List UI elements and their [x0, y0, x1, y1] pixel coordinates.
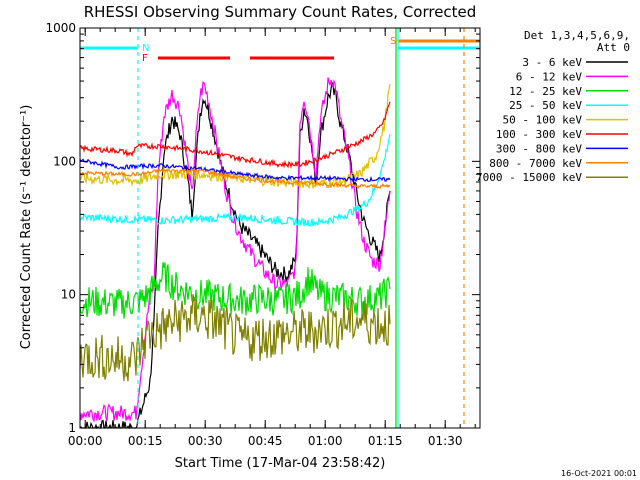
legend-label: 7000 - 15000 keV: [476, 171, 582, 184]
y-axis-label: Corrected Count Rate (s⁻¹ detector⁻¹): [19, 105, 34, 350]
legend-header: Det 1,3,4,5,6,9,: [524, 29, 630, 42]
y-tick-label: 10: [61, 288, 76, 302]
y-tick-label: 100: [53, 154, 76, 168]
series-line-6: [79, 158, 391, 184]
legend-header: Att 0: [597, 41, 630, 54]
chart-title: RHESSI Observing Summary Count Rates, Co…: [84, 3, 477, 21]
x-tick-label: 00:30: [188, 434, 223, 448]
series-line-1: [79, 77, 391, 423]
x-tick-label: 01:30: [428, 434, 463, 448]
state-label-S: S: [390, 36, 396, 47]
legend-label: 6 - 12 keV: [516, 70, 583, 83]
plot-frame: [79, 27, 481, 429]
series-lines: [79, 77, 391, 430]
series-line-3: [79, 133, 391, 227]
state-bars: NF S: [80, 36, 480, 64]
x-tick-label: 01:00: [308, 434, 343, 448]
legend-label: 800 - 7000 keV: [489, 157, 582, 170]
y-tick-label: 1000: [45, 21, 76, 35]
legend-label: 100 - 300 keV: [496, 128, 582, 141]
x-tick-label: 01:15: [368, 434, 403, 448]
legend-label: 50 - 100 keV: [503, 114, 583, 127]
series-line-2: [79, 261, 391, 319]
x-axis-label: Start Time (17-Mar-04 23:58:42): [175, 456, 386, 471]
series-line-8: [79, 294, 391, 382]
state-label-N: N: [142, 43, 149, 54]
legend-label: 25 - 50 keV: [509, 99, 582, 112]
legend-label: 3 - 6 keV: [522, 56, 582, 69]
footer-date: 16-Oct-2021 00:01: [561, 469, 637, 478]
x-tick-label: 00:00: [68, 434, 103, 448]
marker-lines: [137, 28, 465, 428]
series-line-0: [79, 81, 391, 430]
x-tick-label: 00:45: [248, 434, 283, 448]
legend-label: 300 - 800 keV: [496, 142, 582, 155]
axes: 1 10 100 1000 00:00 00:15 00:30 00:45 01:00 01:15…: [45, 21, 481, 448]
state-label-F: F: [142, 53, 148, 64]
series-line-5: [79, 101, 391, 170]
legend-label: 12 - 25 keV: [509, 85, 582, 98]
x-tick-label: 00:15: [128, 434, 163, 448]
series-line-7: [79, 167, 391, 190]
y-tick-label: 1: [68, 421, 76, 435]
